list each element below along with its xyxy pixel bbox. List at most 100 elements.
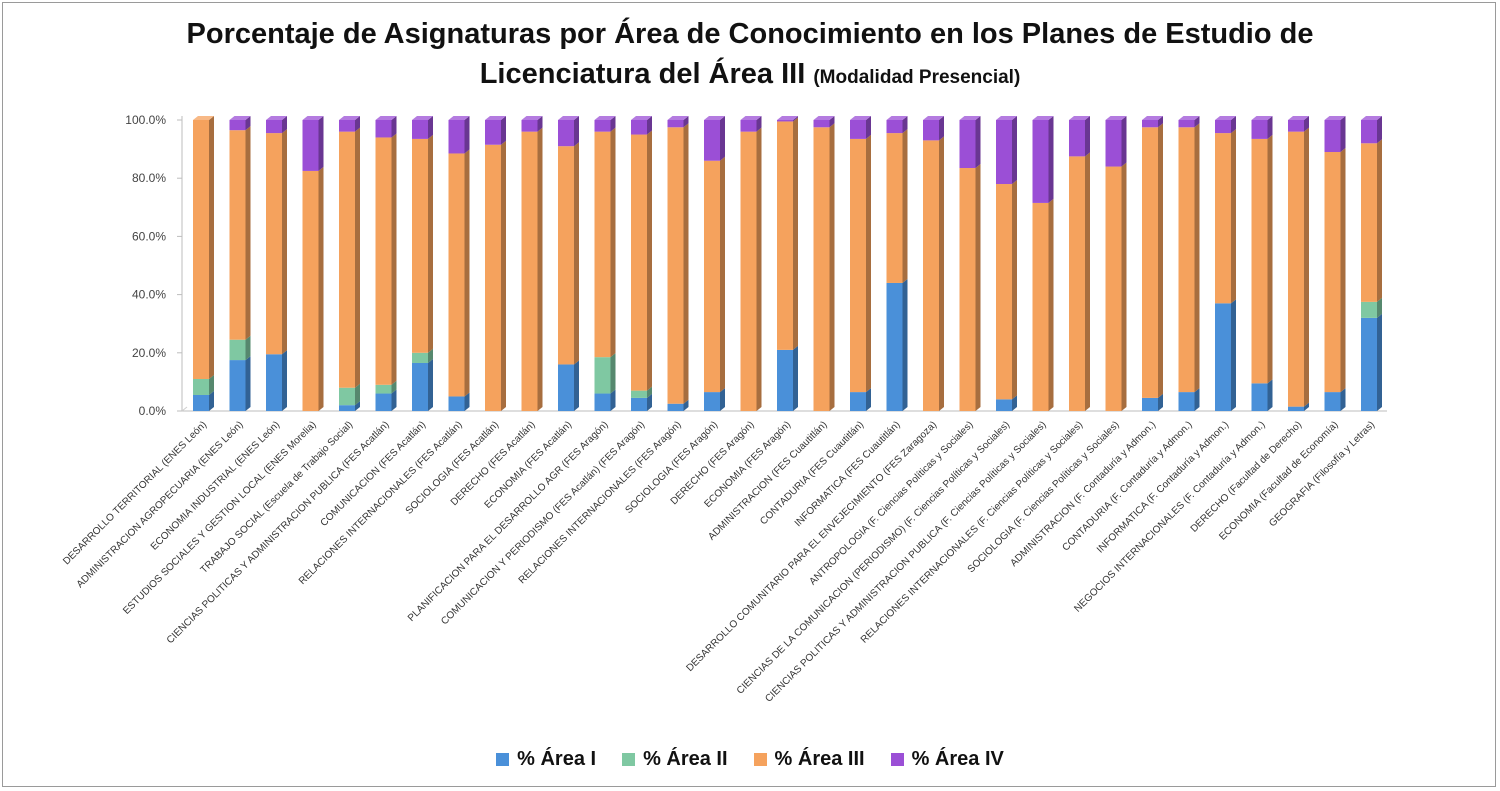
bar-segment-side bbox=[501, 116, 506, 145]
bar-segment-front bbox=[558, 120, 574, 147]
bar-segment-front bbox=[1178, 392, 1195, 411]
bar-segment-4 bbox=[1361, 116, 1382, 144]
bar-segment-side bbox=[975, 164, 981, 411]
bar-segment-side bbox=[245, 356, 251, 411]
bars bbox=[193, 116, 1382, 412]
bar-segment-front bbox=[375, 384, 392, 394]
bar-segment-side bbox=[537, 116, 543, 132]
bar-segment-front bbox=[704, 160, 720, 393]
bar-segment-4 bbox=[521, 116, 543, 132]
bar-segment-1 bbox=[193, 390, 214, 411]
bar-segment-front bbox=[1069, 156, 1085, 411]
bar-segment-3 bbox=[1215, 129, 1236, 304]
bar-top-cap bbox=[886, 116, 908, 120]
bar-segment-front bbox=[740, 120, 757, 132]
bar-segment-side bbox=[464, 116, 470, 154]
bar-segment-side bbox=[793, 345, 798, 411]
bar-segment-side bbox=[1377, 139, 1382, 302]
bar-segment-3 bbox=[959, 164, 981, 411]
bar-segment-side bbox=[1121, 116, 1127, 167]
bar-segment-front bbox=[412, 138, 428, 353]
bar-segment-3 bbox=[375, 133, 397, 385]
bar-segment-front bbox=[1288, 120, 1304, 132]
bar-segment-front bbox=[485, 144, 501, 412]
bar-segment-3 bbox=[448, 149, 470, 397]
bar-segment-front bbox=[631, 120, 647, 135]
legend: % Área I % Área II % Área III % Área IV bbox=[0, 748, 1500, 771]
bar-segment-1 bbox=[1178, 388, 1200, 411]
chart-title-line2: Licenciatura del Área III bbox=[479, 58, 806, 90]
bar-segment-front bbox=[704, 120, 720, 161]
bar-segment-side bbox=[574, 116, 579, 147]
bar-segment-side bbox=[501, 140, 506, 412]
bar-segment-front bbox=[1361, 301, 1377, 318]
bar-segment-front bbox=[1324, 392, 1341, 411]
legend-label: % Área IV bbox=[911, 748, 1004, 770]
bar-segment-side bbox=[428, 348, 433, 363]
bar-top-cap bbox=[1032, 116, 1054, 120]
bar-segment-front bbox=[1251, 138, 1268, 384]
x-tick-label: INFORMATICA (F. Contaduría y Admon.) bbox=[1095, 419, 1231, 555]
bar-segment-1 bbox=[704, 388, 725, 411]
bar-segment-front bbox=[631, 397, 647, 411]
bar-segment-2 bbox=[631, 386, 652, 398]
bar-segment-4 bbox=[1251, 116, 1273, 139]
bar-segment-3 bbox=[813, 123, 835, 412]
y-tick-label: 0.0% bbox=[139, 404, 167, 418]
bar-segment-3 bbox=[704, 156, 725, 393]
bar-segment-front bbox=[1032, 120, 1049, 203]
bar-segment-front bbox=[667, 403, 684, 411]
bar-segment-front bbox=[485, 120, 501, 145]
bar-segment-side bbox=[683, 399, 689, 411]
bar-segment-side bbox=[1158, 393, 1163, 411]
bar-segment-side bbox=[610, 116, 616, 132]
legend-swatch bbox=[496, 753, 510, 766]
bar-segment-side bbox=[683, 123, 689, 404]
bar-segment-side bbox=[464, 149, 470, 397]
bar-segment-front bbox=[1142, 127, 1158, 398]
bar-segment-front bbox=[1251, 120, 1268, 139]
bar-segment-front bbox=[923, 120, 939, 141]
legend-label: % Área III bbox=[774, 748, 865, 770]
bar-segment-side bbox=[1121, 162, 1127, 411]
bar-segment-side bbox=[902, 278, 908, 411]
bar-segment-side bbox=[282, 350, 287, 411]
bar-segment-side bbox=[1012, 395, 1017, 411]
bar-segment-side bbox=[1304, 127, 1309, 407]
bar-segment-3 bbox=[302, 166, 324, 411]
bar-segment-front bbox=[777, 120, 793, 122]
bar-segment-side bbox=[282, 116, 287, 134]
chart-title-line1: Porcentaje de Asignaturas por Área de Co… bbox=[186, 18, 1314, 50]
bar-segment-side bbox=[1048, 198, 1054, 411]
bar-segment-side bbox=[1231, 116, 1236, 134]
x-axis-labels: DESARROLLO TERRITORIAL (ENES León)ADMINI… bbox=[61, 419, 1377, 704]
bar-segment-side bbox=[1085, 116, 1090, 157]
bar-segment-front bbox=[1324, 120, 1341, 153]
bar-segment-1 bbox=[777, 345, 798, 411]
bar-segment-side bbox=[391, 380, 397, 394]
bar-top-cap bbox=[1069, 116, 1090, 120]
bar-segment-front bbox=[886, 282, 903, 411]
bar-segment-front bbox=[448, 396, 465, 411]
bar-segment-front bbox=[375, 137, 392, 385]
bar-segment-side bbox=[610, 353, 616, 394]
bar-segment-front bbox=[1215, 120, 1231, 134]
bar-segment-side bbox=[464, 392, 470, 411]
bar-segment-side bbox=[428, 134, 433, 353]
bar-segment-1 bbox=[886, 278, 908, 411]
bar-segment-side bbox=[355, 401, 360, 411]
bar-segment-side bbox=[574, 360, 579, 411]
bar-segment-side bbox=[282, 129, 287, 355]
bar-segment-front bbox=[850, 392, 866, 411]
bar-top-cap bbox=[521, 116, 543, 120]
bar-segment-4 bbox=[1069, 116, 1090, 157]
bar-segment-front bbox=[996, 399, 1012, 411]
bar-top-cap bbox=[558, 116, 579, 120]
bar-segment-front bbox=[1105, 166, 1122, 411]
bar-segment-1 bbox=[667, 399, 689, 411]
bar-segment-4 bbox=[485, 116, 506, 145]
bar-segment-front bbox=[850, 120, 866, 139]
bar-segment-4 bbox=[923, 116, 944, 141]
bar-top-cap bbox=[594, 116, 616, 120]
